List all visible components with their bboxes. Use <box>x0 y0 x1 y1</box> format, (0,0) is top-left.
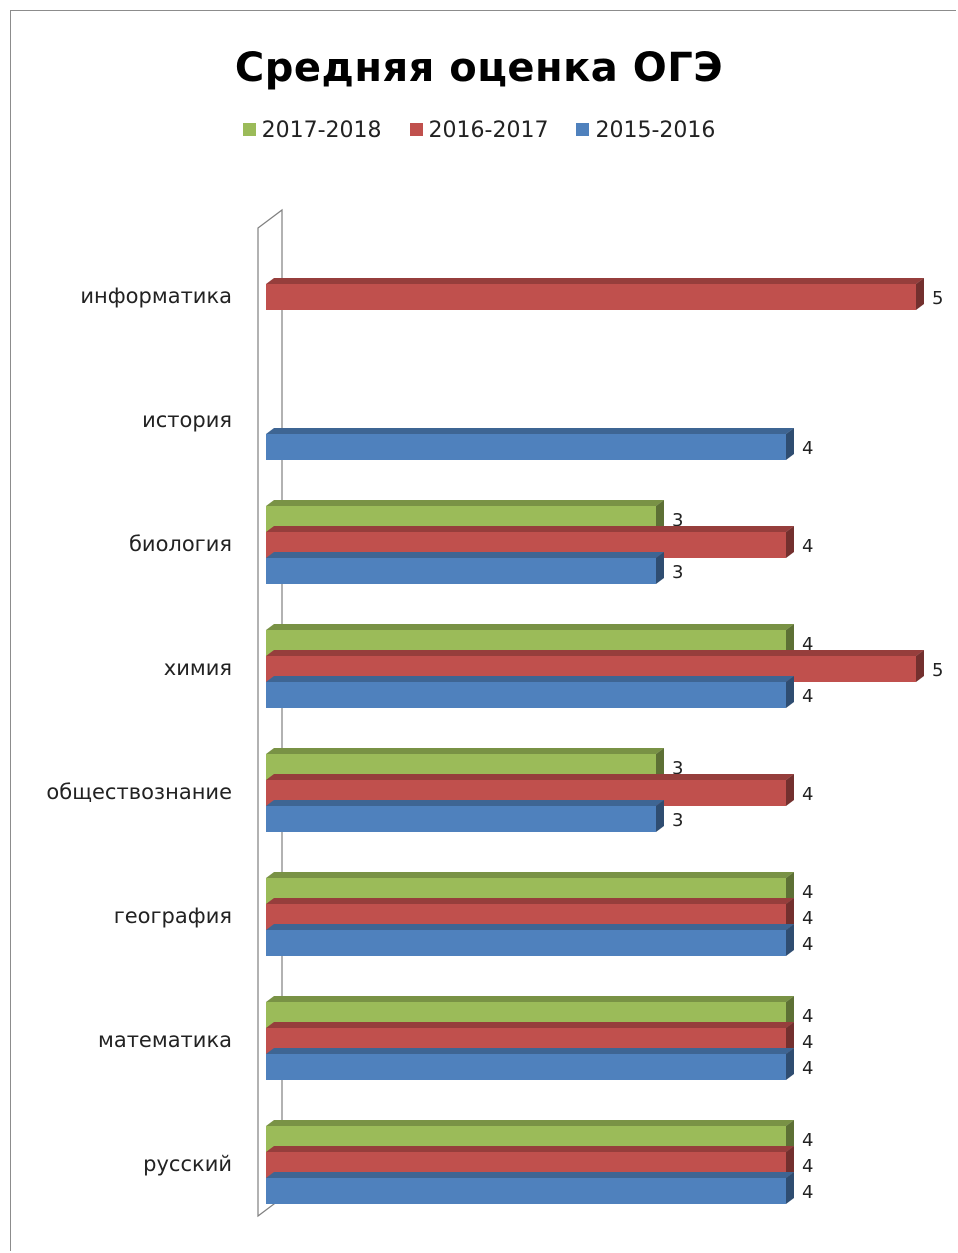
bar-side <box>786 428 794 460</box>
bar-top <box>266 624 794 630</box>
bar-top <box>266 748 664 754</box>
legend-item-0: 2017-2018 <box>242 118 382 143</box>
legend: 2017-2018 2016-2017 2015-2016 <box>0 118 958 143</box>
data-label: 4 <box>802 882 813 903</box>
bar-side <box>656 552 664 584</box>
category-label: русский <box>143 1152 232 1176</box>
bar-top <box>266 1146 794 1152</box>
data-label: 4 <box>802 1156 813 1177</box>
bar <box>266 558 656 584</box>
bar-top <box>266 1172 794 1178</box>
category-label: биология <box>129 532 232 556</box>
category-label: история <box>142 408 232 432</box>
bar-top <box>266 526 794 532</box>
bar-side <box>786 898 794 930</box>
bar-side <box>786 996 794 1028</box>
category-label: обществознание <box>46 780 232 804</box>
bar-side <box>786 1048 794 1080</box>
data-label: 4 <box>802 934 813 955</box>
bar-side <box>786 1022 794 1054</box>
data-label: 4 <box>802 908 813 929</box>
bar-top <box>266 278 924 284</box>
data-label: 3 <box>672 758 683 779</box>
legend-label: 2015-2016 <box>595 118 716 143</box>
bar-top <box>266 774 794 780</box>
legend-label: 2017-2018 <box>261 118 382 143</box>
bar-side <box>786 1146 794 1178</box>
bar-side <box>786 1120 794 1152</box>
bar-top <box>266 924 794 930</box>
bar-top <box>266 1022 794 1028</box>
data-label: 3 <box>672 562 683 583</box>
bar-side <box>786 676 794 708</box>
data-label: 4 <box>802 1006 813 1027</box>
bar-top <box>266 676 794 682</box>
category-label: география <box>114 904 232 928</box>
data-label: 4 <box>802 1058 813 1079</box>
category-label: химия <box>164 656 232 680</box>
bar-side <box>786 624 794 656</box>
legend-label: 2016-2017 <box>428 118 549 143</box>
bar <box>266 682 786 708</box>
bar-side <box>916 650 924 682</box>
chart-frame <box>10 10 956 1251</box>
bar-top <box>266 898 794 904</box>
category-label: математика <box>98 1028 232 1052</box>
data-label: 5 <box>932 288 943 309</box>
data-label: 4 <box>802 686 813 707</box>
data-label: 4 <box>802 438 813 459</box>
bar <box>266 1178 786 1204</box>
category-label: информатика <box>80 284 232 308</box>
bar-top <box>266 996 794 1002</box>
bar-top <box>266 872 794 878</box>
bar-side <box>656 800 664 832</box>
bar-top <box>266 428 794 434</box>
bar-side <box>786 1172 794 1204</box>
data-label: 4 <box>802 536 813 557</box>
bar-side <box>656 748 664 780</box>
data-label: 5 <box>932 660 943 681</box>
bar-side <box>916 278 924 310</box>
bar-top <box>266 1048 794 1054</box>
bar <box>266 1054 786 1080</box>
data-label: 4 <box>802 1182 813 1203</box>
data-label: 3 <box>672 810 683 831</box>
bar-side <box>786 924 794 956</box>
legend-swatch <box>576 123 590 136</box>
data-label: 4 <box>802 634 813 655</box>
bar <box>266 434 786 460</box>
bar-side <box>786 526 794 558</box>
chart-title: Средняя оценка ОГЭ <box>234 45 724 91</box>
legend-item-2: 2015-2016 <box>576 118 715 143</box>
bar-top <box>266 1120 794 1126</box>
data-label: 4 <box>802 1032 813 1053</box>
legend-swatch <box>242 123 256 136</box>
bar-side <box>786 774 794 806</box>
bar-top <box>266 552 664 558</box>
bar <box>266 930 786 956</box>
bar <box>266 284 916 310</box>
data-label: 4 <box>802 1130 813 1151</box>
bar-top <box>266 800 664 806</box>
legend-item-1: 2016-2017 <box>409 118 549 143</box>
bar <box>266 806 656 832</box>
bar-side <box>656 500 664 532</box>
data-label: 4 <box>802 784 813 805</box>
bar-top <box>266 500 664 506</box>
data-label: 3 <box>672 510 683 531</box>
bar-top <box>266 650 924 656</box>
legend-swatch <box>409 123 423 136</box>
bar-side <box>786 872 794 904</box>
